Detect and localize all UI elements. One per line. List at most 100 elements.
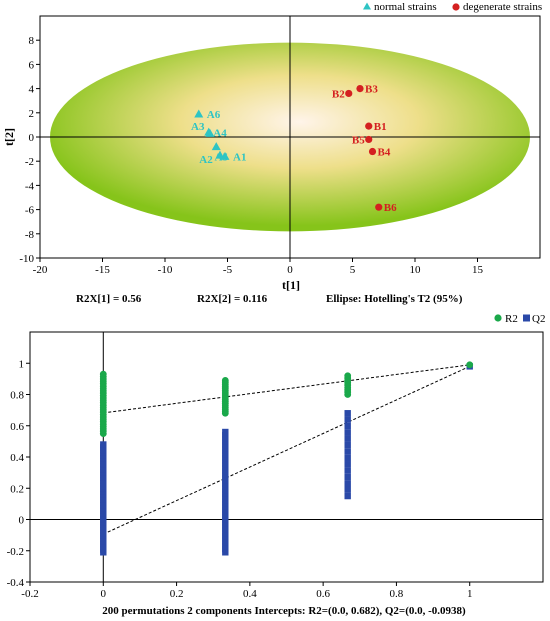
q2-point [222,451,229,458]
q2-point [222,545,229,553]
q2-point [222,519,229,527]
q2-point [344,435,351,442]
degenerate-strain-point [365,122,373,130]
degenerate-strain-point [356,85,364,93]
x-tick-label: 0.6 [316,588,330,600]
q2-point [222,542,229,550]
y-tick-label: 2 [29,108,35,120]
regression-line-r2 [103,364,470,414]
q2-point [222,471,229,478]
q2-point [222,464,229,471]
q2-point [222,461,229,468]
point-label: A6 [207,109,221,121]
x-tick-label: 10 [410,264,422,276]
y-tick-label: -0.2 [7,546,24,558]
x-tick-label: -15 [95,264,110,276]
x-tick-label: 1 [467,588,473,600]
q2-point [222,513,229,520]
q2-point [222,454,229,462]
point-label: A5 [215,152,229,164]
point-label: B2 [332,88,345,100]
regression-line-q2 [103,365,470,535]
y-tick-label: -4 [25,180,35,192]
q2-point [222,480,229,488]
q2-point [344,429,351,436]
score-plot-legend: normal strains degenerate strains [363,1,542,13]
r2-point [221,377,229,384]
q2-point [222,549,229,556]
degenerate-strain-point [368,147,377,156]
q2-point [222,532,229,540]
annotation-ellipse: Ellipse: Hotelling's T2 (95%) [326,293,463,305]
q2-point [222,448,229,455]
x-tick-label: 0 [287,264,293,276]
q2-point [344,454,351,462]
legend-circle-marker [452,3,460,11]
q2-point [222,503,229,510]
q2-point [222,529,229,537]
q2-point [344,410,351,417]
legend-label-r2: R2 [505,313,518,325]
degenerate-strain-point [345,89,353,98]
x-tick-label: 0 [101,588,107,600]
q2-point [344,416,351,423]
point-label: A1 [233,151,246,163]
q2-point [222,536,229,543]
x-tick-label: 15 [472,264,484,276]
q2-point [222,493,229,501]
q2-point [222,497,229,504]
x-tick-label: -0.2 [21,588,38,600]
q2-point [344,441,351,449]
x-tick-label: 0.2 [170,588,184,600]
normal-strain-point [215,150,225,159]
legend-label-degenerate: degenerate strains [463,1,542,13]
q2-point [222,539,229,546]
y-tick-label: -10 [19,253,34,265]
q2-point [222,435,229,442]
legend-r2-marker [494,314,502,322]
point-label: B5 [352,134,365,146]
q2-point [222,432,229,439]
q2-point [344,422,351,430]
point-label: A4 [213,127,227,139]
legend-q2-marker [523,314,530,322]
point-label: B3 [365,84,378,96]
point-label: A2 [199,154,213,166]
q2-point [222,467,229,475]
q2-point [222,474,229,481]
q2-point [222,526,229,533]
permutation-plot-area [29,331,544,583]
q2-point [344,473,351,481]
x-tick-label: -20 [33,264,48,276]
q2-point [222,438,229,445]
q2-point [222,445,229,452]
score-plot-x-axis-title: t[1] [282,278,300,292]
x-tick-label: -5 [223,264,233,276]
q2-point [222,516,229,523]
r2-point [99,370,107,378]
x-tick-label: 0.8 [390,588,404,600]
permutation-plot-axes [30,332,543,582]
permutation-plot: -0.2 0 0.2 0.4 0.6 0.8 1 -0.4-0.200.20.40.60.8… [7,313,546,617]
q2-point [222,500,229,507]
legend-label-normal: normal strains [374,1,437,13]
q2-point [344,480,351,487]
y-tick-label: -6 [25,205,35,217]
legend-triangle-marker [363,2,371,10]
normal-strain-point [205,128,215,137]
y-tick-label: 0.2 [10,483,24,495]
q2-point [222,506,229,514]
y-tick-label: 6 [29,59,35,71]
permutation-regression-lines [103,364,470,535]
q2-point [344,461,351,468]
score-plot-y-axis-title: t[2] [2,128,16,146]
q2-point [344,467,351,474]
point-label: B1 [374,121,387,133]
x-tick-label: 0.4 [243,588,257,600]
permutation-plot-points [99,361,474,556]
permutation-plot-y-axis: -0.4 -0.2 0 0.2 0.4 0.6 0.8 1 [7,358,30,589]
degenerate-strain-point [365,135,373,144]
q2-point [222,477,229,484]
